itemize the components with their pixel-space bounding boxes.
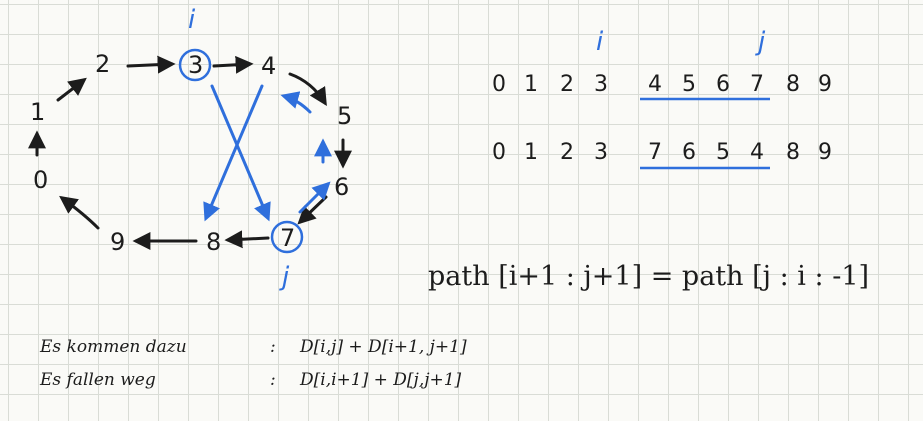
node-4: 4 <box>261 52 276 80</box>
edge-7-6-arrow <box>298 181 331 214</box>
node-0: 0 <box>33 166 48 194</box>
reversed-sequence-digit: 4 <box>750 140 764 165</box>
original-sequence-digit: 7 <box>750 72 764 97</box>
note-removed-separator: : <box>270 370 276 390</box>
edge-6-7-arrow <box>297 195 328 225</box>
note-removed-expression: D[i,i+1] + D[j,j+1] <box>299 370 462 390</box>
original-sequence-digit: 1 <box>524 72 538 97</box>
original-sequence-digit: 0 <box>492 72 506 97</box>
graph-label-j: j <box>279 262 290 292</box>
node-9: 9 <box>110 228 125 256</box>
node-7: 7 <box>280 224 295 252</box>
note-added-label: Es kommen dazu <box>39 337 187 357</box>
node-6: 6 <box>334 173 349 201</box>
reversed-sequence-digit: 5 <box>716 140 730 165</box>
node-3: 3 <box>188 51 203 79</box>
reversed-sequence-digit: 6 <box>682 140 696 165</box>
edge-3-4-arrow <box>212 55 254 74</box>
reversed-sequence-digit: 8 <box>786 140 800 165</box>
tour-graph: 0 1 2 3 4 5 6 7 8 9 i j <box>28 5 352 292</box>
edge-1-2-arrow <box>56 77 87 102</box>
edge-5-4-arrow <box>280 91 312 114</box>
reversal-formula: path [i+1 : j+1] = path [j : i : -1] <box>428 261 869 292</box>
node-1: 1 <box>30 98 45 126</box>
original-sequence-digit: 8 <box>786 72 800 97</box>
note-added-expression: D[i,j] + D[i+1, j+1] <box>299 337 467 357</box>
original-sequence-digit: 6 <box>716 72 730 97</box>
edge-2-3-arrow <box>126 55 176 74</box>
reversed-sequence-digit: 3 <box>594 140 608 165</box>
original-sequence-digit: 9 <box>818 72 832 97</box>
edge-7-8-arrow <box>224 230 270 249</box>
original-sequence-digit: 5 <box>682 72 696 97</box>
edge-4-5-arrow <box>288 72 327 107</box>
node-2: 2 <box>95 50 110 78</box>
original-sequence-digit: 3 <box>594 72 608 97</box>
node-3-highlight-circle <box>178 48 212 82</box>
node-5: 5 <box>337 102 352 130</box>
edge-3-7-arrow <box>210 84 271 222</box>
reversed-sequence-digit: 2 <box>560 140 574 165</box>
sequence-label-j: j <box>755 27 766 57</box>
reversed-sequence-digit: 0 <box>492 140 506 165</box>
node-7-highlight-circle <box>270 220 304 254</box>
edge-9-0-arrow <box>59 195 100 230</box>
reversed-sequence-digit: 9 <box>818 140 832 165</box>
edge-4-8-arrow <box>203 84 264 222</box>
note-added-separator: : <box>270 337 276 357</box>
sequence-label-i: i <box>596 27 604 57</box>
original-sequence-digit: 4 <box>648 72 662 97</box>
note-removed-label: Es fallen weg <box>39 370 156 390</box>
cost-notes: Es kommen dazu : D[i,j] + D[i+1, j+1] Es… <box>39 337 467 390</box>
original-sequence-digit: 2 <box>560 72 574 97</box>
graph-label-i: i <box>188 5 196 35</box>
reversed-sequence-digit: 1 <box>524 140 538 165</box>
node-8: 8 <box>206 228 221 256</box>
reversed-sequence-digit: 7 <box>648 140 662 165</box>
